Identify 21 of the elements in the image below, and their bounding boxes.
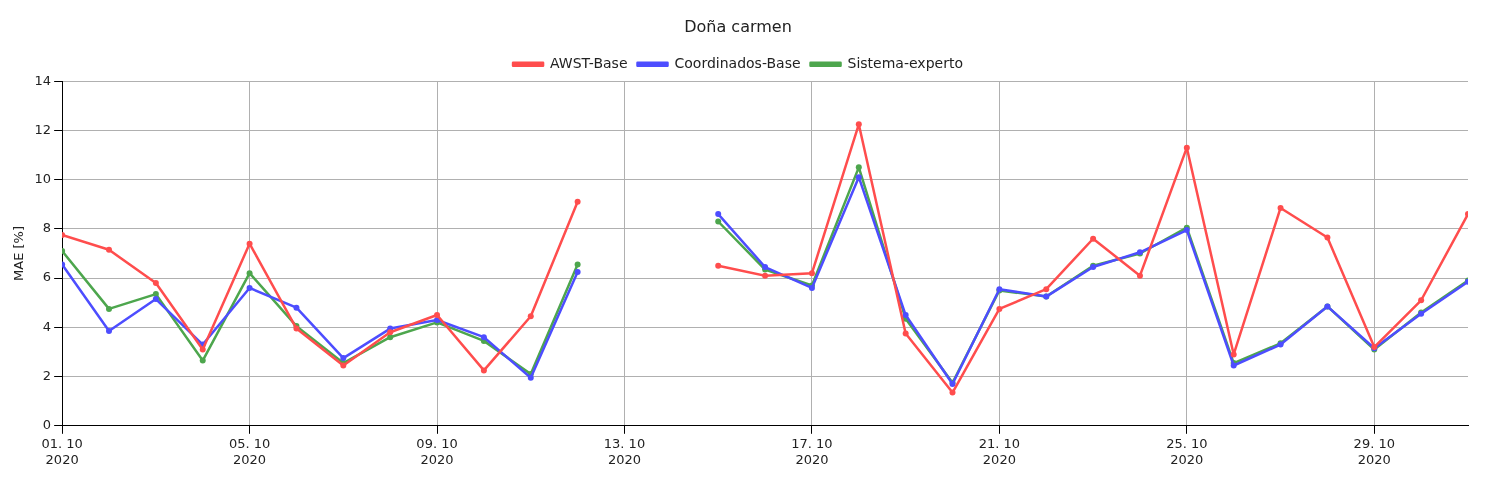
x-tick-label: 21. 10 2020 bbox=[978, 435, 1021, 467]
chart-title: Doña carmen bbox=[684, 16, 792, 36]
y-tick-label: 4 bbox=[42, 318, 52, 334]
y-tick-label: 8 bbox=[42, 220, 52, 236]
legend-label: AWST-Base bbox=[550, 54, 628, 71]
x-tick-label: 29. 10 2020 bbox=[1353, 435, 1395, 467]
legend-label: Coordinados-Base bbox=[674, 54, 801, 71]
y-tick-label: 12 bbox=[34, 121, 52, 137]
y-tick-label: 6 bbox=[42, 269, 52, 285]
x-tick-label: 25. 10 2020 bbox=[1166, 435, 1208, 467]
y-tick-label: 0 bbox=[42, 417, 52, 433]
y-tick-label: 2 bbox=[42, 367, 52, 383]
x-tick-label: 17. 10 2020 bbox=[791, 435, 833, 467]
legend-label: Sistema-experto bbox=[847, 54, 963, 71]
y-axis-title: MAE [%] bbox=[11, 226, 27, 281]
y-tick-label: 10 bbox=[34, 171, 52, 187]
x-tick-label: 01. 10 2020 bbox=[41, 435, 83, 467]
x-tick-label: 13. 10 2020 bbox=[603, 435, 646, 467]
x-tick-label: 05. 10 2020 bbox=[228, 435, 271, 467]
y-tick-label: 14 bbox=[34, 72, 52, 88]
x-tick-label: 09. 10 2020 bbox=[416, 435, 458, 467]
